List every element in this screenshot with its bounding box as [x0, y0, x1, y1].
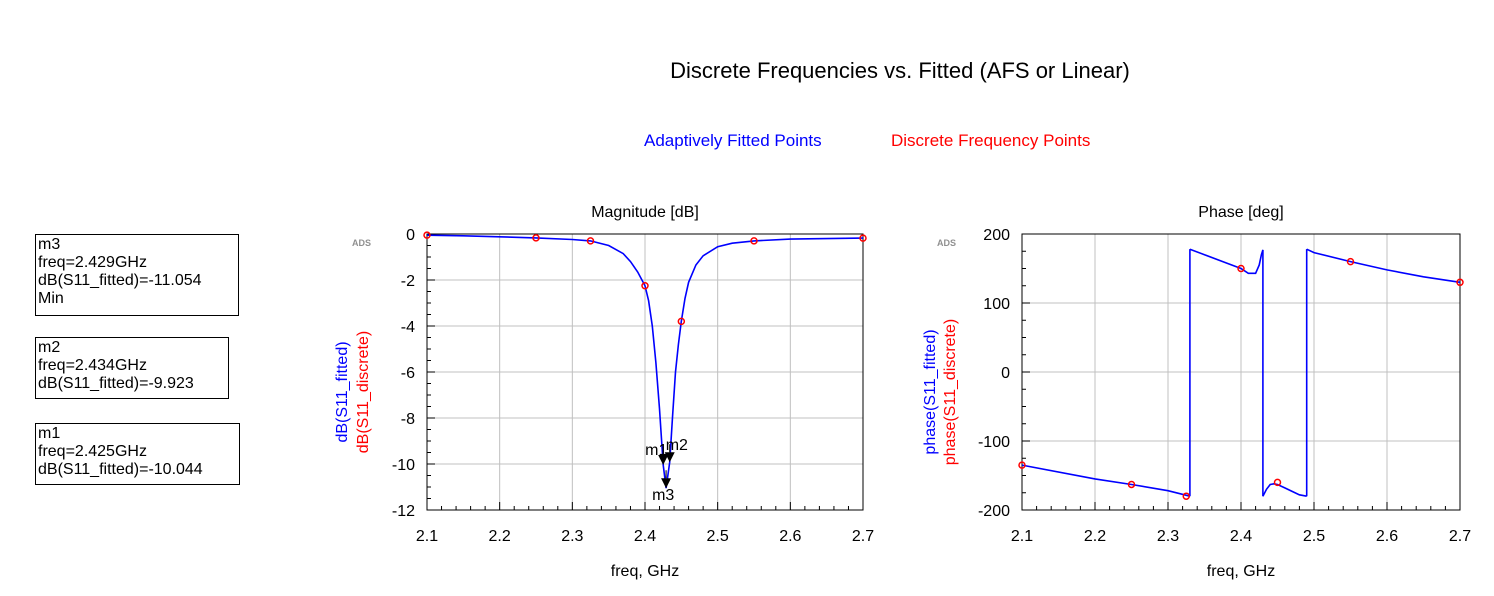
x-tick-label: 2.7 [1449, 528, 1471, 545]
series-line-fitted [1306, 248, 1461, 284]
x-tick-label: 2.2 [489, 528, 511, 545]
marker-label: m3 [652, 487, 674, 504]
y-tick-label: -6 [401, 365, 415, 382]
x-tick-label: 2.3 [561, 528, 583, 545]
marker-name: m1 [38, 425, 61, 442]
data-point-discrete [1127, 480, 1136, 489]
data-point-discrete [641, 282, 649, 290]
x-tick-label: 2.5 [1303, 528, 1325, 545]
data-point-discrete [677, 317, 686, 326]
y-tick-label: -100 [978, 434, 1010, 451]
y-axis-label-discrete: dB(S11_discrete) [355, 331, 372, 453]
x-axis-label: freq, GHz [611, 563, 679, 580]
x-tick-label: 2.5 [707, 528, 729, 545]
y-tick-label: 200 [983, 227, 1010, 244]
marker-value: dB(S11_fitted)=-9.923 [38, 375, 194, 392]
ads-watermark: ADS [937, 238, 956, 248]
legend-fitted: Adaptively Fitted Points [644, 131, 822, 150]
marker-box-m2[interactable]: m2 freq=2.434GHz dB(S11_fitted)=-9.923 [35, 337, 229, 399]
y-tick-label: -12 [392, 503, 415, 520]
x-tick-label: 2.2 [1084, 528, 1106, 545]
marker-name: m3 [38, 236, 61, 253]
plot-frame [426, 233, 864, 511]
data-point-discrete [1456, 278, 1464, 287]
marker-freq: freq=2.425GHz [38, 443, 147, 460]
y-tick-label: -2 [401, 273, 415, 290]
marker-arrow [658, 455, 669, 466]
page-title: Discrete Frequencies vs. Fitted (AFS or … [670, 58, 1130, 83]
y-tick-label: 0 [1001, 365, 1010, 382]
y-tick-label: -4 [401, 319, 415, 336]
marker-arrow [661, 478, 672, 489]
data-point-discrete [1237, 264, 1245, 273]
plot-title: Magnitude [dB] [591, 204, 699, 221]
data-point-discrete [1273, 478, 1282, 487]
x-tick-label: 2.4 [1230, 528, 1252, 545]
marker-freq: freq=2.434GHz [38, 357, 147, 374]
phase-plot: 2.1 2.2 2.3 2.4 2.5 2.6 2.7 200 100 0 -100 -200 Phas… [922, 204, 1471, 580]
x-tick-label: 2.7 [852, 528, 874, 545]
x-tick-label: 2.4 [634, 528, 656, 545]
data-point-discrete [532, 234, 540, 242]
marker-box-m3[interactable]: m3 freq=2.429GHz dB(S11_fitted)=-11.054 … [35, 234, 239, 316]
x-tick-label: 2.1 [416, 528, 438, 545]
marker-label: m1 [645, 442, 667, 459]
x-tick-label: 2.3 [1157, 528, 1179, 545]
marker-name: m2 [38, 339, 61, 356]
y-tick-label: 0 [406, 227, 415, 244]
x-axis-label: freq, GHz [1207, 563, 1275, 580]
series-line-fitted [1021, 464, 1191, 497]
marker-arrow [664, 452, 675, 463]
data-point-discrete [1018, 461, 1026, 469]
y-axis-label-discrete: phase(S11_discrete) [942, 319, 959, 465]
data-point-discrete [586, 237, 595, 245]
x-tick-label: 2.6 [1376, 528, 1398, 545]
plot-frame [1021, 233, 1461, 511]
y-tick-label: 100 [983, 296, 1010, 313]
series-line-fitted [1262, 482, 1307, 497]
marker-note: Min [38, 290, 64, 307]
data-point-discrete [859, 234, 867, 242]
x-tick-label: 2.6 [779, 528, 801, 545]
marker-freq: freq=2.429GHz [38, 254, 147, 271]
x-tick-label: 2.1 [1011, 528, 1033, 545]
series-line-fitted [1189, 248, 1264, 275]
magnitude-plot: 2.1 2.2 2.3 2.4 2.5 2.6 2.7 0 -2 -4 -6 -8 -10 -12 Magn… [334, 204, 874, 580]
y-tick-label: -10 [392, 457, 415, 474]
ads-watermark: ADS [352, 238, 371, 248]
plot-title: Phase [deg] [1198, 204, 1283, 221]
data-point-discrete [750, 237, 758, 245]
marker-box-m1[interactable]: m1 freq=2.425GHz dB(S11_fitted)=-10.044 [35, 423, 240, 485]
legend-discrete: Discrete Frequency Points [891, 131, 1091, 150]
marker-value: dB(S11_fitted)=-10.044 [38, 461, 203, 478]
marker-label: m2 [666, 437, 688, 454]
y-tick-label: -200 [978, 503, 1010, 520]
marker-value: dB(S11_fitted)=-11.054 [38, 272, 202, 289]
y-axis-label-fitted: phase(S11_fitted) [922, 329, 939, 454]
y-tick-label: -8 [401, 411, 415, 428]
y-axis-label-fitted: dB(S11_fitted) [334, 341, 351, 442]
data-point-discrete [1346, 257, 1355, 266]
data-point-discrete [1182, 492, 1190, 500]
data-point-discrete [423, 231, 431, 239]
